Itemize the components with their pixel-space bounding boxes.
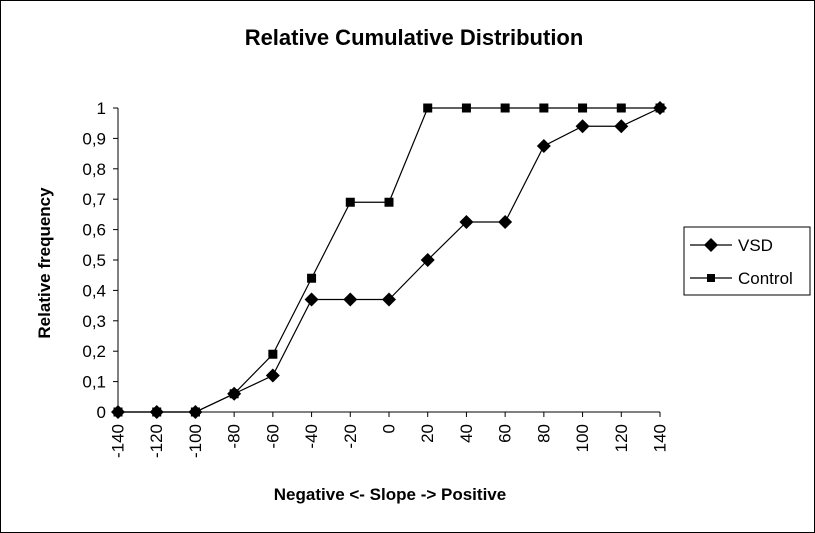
data-point-vsd [265, 368, 280, 383]
y-tick-label: 0,6 [82, 221, 106, 240]
y-tick-label: 0,5 [82, 251, 106, 270]
data-point-control [461, 103, 471, 113]
data-point-vsd [420, 253, 435, 267]
data-point-control [229, 389, 239, 399]
y-tick-label: 0,8 [82, 160, 106, 179]
x-tick-label: 100 [573, 424, 592, 452]
x-tick-label: -120 [147, 424, 166, 458]
x-tick-label: 140 [651, 424, 670, 452]
data-point-vsd [382, 292, 396, 307]
axes [113, 107, 661, 417]
x-tick-label: 20 [418, 424, 437, 443]
data-point-vsd [498, 215, 513, 229]
y-tick-label: 0,7 [82, 190, 106, 209]
series-control [113, 103, 665, 417]
x-axis-title: Negative <- Slope -> Positive [274, 485, 506, 504]
x-tick-label: 40 [457, 424, 476, 443]
data-point-control [655, 103, 665, 113]
x-tick-label: -40 [302, 424, 321, 449]
data-point-control [423, 103, 433, 113]
y-tick-label: 1 [97, 99, 106, 118]
data-point-vsd [459, 215, 474, 229]
legend-label-control: Control [738, 269, 793, 288]
x-tick-label: -20 [341, 424, 360, 449]
x-tick-label: 80 [534, 424, 553, 443]
data-point-control [113, 407, 123, 417]
x-tick-label: -80 [225, 424, 244, 449]
x-tick-labels: -140 -120 -100 -80 -60 -40 -20 0 20 40 60 80 100 120 1… [109, 424, 670, 458]
series-layer [111, 101, 667, 419]
chart-title: Relative Cumulative Distribution [245, 25, 584, 50]
y-axis-title: Relative frequency [35, 187, 54, 339]
y-tick-label: 0,3 [82, 312, 106, 331]
data-point-control [152, 407, 162, 417]
y-tick-labels: 0 0,1 0,2 0,3 0,4 0,5 0,6 0,7 0,8 0,9 1 [82, 99, 106, 422]
legend-label-vsd: VSD [738, 236, 773, 255]
legend-marker-vsd [704, 238, 718, 252]
data-point-control [578, 103, 588, 113]
data-point-vsd [304, 292, 319, 307]
x-tick-label: 120 [612, 424, 631, 452]
legend-box [683, 226, 811, 296]
legend-marker-control [707, 274, 715, 282]
data-point-vsd [343, 292, 358, 307]
data-point-control [345, 197, 355, 207]
y-tick-label: 0,1 [82, 373, 106, 392]
x-tick-label: -140 [109, 424, 128, 458]
x-tick-label: -60 [263, 424, 282, 449]
data-point-control [190, 407, 200, 417]
y-tick-label: 0,4 [82, 281, 106, 300]
x-tick-label: 0 [380, 424, 399, 433]
data-point-control [616, 103, 626, 113]
y-tick-label: 0,9 [82, 129, 106, 148]
data-point-control [500, 103, 510, 113]
data-point-control [384, 197, 394, 207]
y-tick-label: 0 [97, 403, 106, 422]
legend: VSD Control [683, 226, 811, 296]
data-point-control [539, 103, 549, 113]
data-point-vsd [536, 139, 551, 153]
x-tick-label: -100 [186, 424, 205, 458]
data-point-control [307, 273, 317, 283]
data-point-vsd [575, 119, 590, 134]
data-point-vsd [614, 119, 629, 134]
data-point-control [268, 349, 278, 359]
x-tick-label: 60 [496, 424, 515, 443]
y-tick-label: 0,2 [82, 342, 106, 361]
